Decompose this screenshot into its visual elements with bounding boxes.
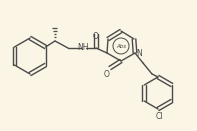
Text: O: O bbox=[104, 70, 110, 79]
Text: Cl: Cl bbox=[155, 112, 163, 121]
Text: N: N bbox=[136, 48, 142, 58]
Text: O: O bbox=[93, 32, 99, 41]
Text: Abs: Abs bbox=[116, 43, 126, 48]
Text: NH: NH bbox=[77, 42, 89, 51]
